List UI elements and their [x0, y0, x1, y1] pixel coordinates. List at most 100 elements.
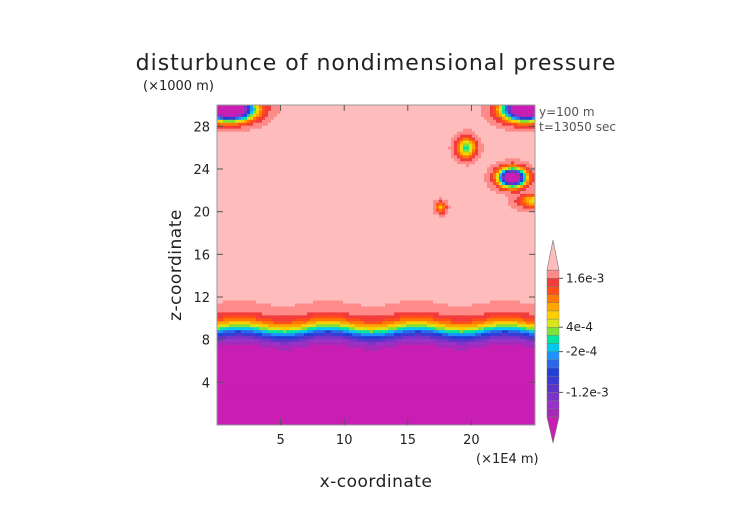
- heatmap-cell: [256, 193, 260, 198]
- heatmap-cell: [271, 161, 275, 165]
- heatmap-cell: [271, 202, 275, 207]
- heatmap-cell: [328, 152, 332, 156]
- heatmap-cell: [235, 199, 239, 204]
- heatmap-cell: [394, 208, 398, 213]
- heatmap-cell: [418, 196, 422, 201]
- heatmap-cell: [319, 205, 323, 210]
- heatmap-cell: [223, 211, 227, 216]
- heatmap-cell: [430, 105, 434, 109]
- heatmap-cell: [292, 182, 296, 186]
- heatmap-cell: [457, 196, 461, 201]
- heatmap-cell: [286, 146, 290, 151]
- heatmap-cell: [262, 173, 266, 177]
- heatmap-cell: [289, 214, 293, 219]
- heatmap-cell: [355, 137, 359, 142]
- heatmap-cell: [355, 152, 359, 156]
- heatmap-cell: [328, 149, 332, 153]
- heatmap-cell: [475, 190, 479, 195]
- heatmap-cell: [481, 208, 485, 213]
- heatmap-cell: [358, 146, 362, 151]
- heatmap-cell: [343, 164, 347, 168]
- heatmap-cell: [529, 116, 533, 121]
- heatmap-cell: [436, 205, 440, 210]
- heatmap-cell: [226, 167, 230, 171]
- heatmap-cell: [238, 190, 242, 195]
- heatmap-cell: [505, 182, 509, 186]
- heatmap-cell: [262, 116, 266, 121]
- heatmap-cell: [349, 155, 353, 159]
- heatmap-cell: [220, 140, 224, 145]
- heatmap-cell: [511, 158, 515, 162]
- heatmap-cell: [274, 119, 278, 124]
- heatmap-cell: [307, 158, 311, 162]
- heatmap-cell: [298, 167, 302, 171]
- heatmap-cell: [409, 214, 413, 219]
- heatmap-cell: [349, 185, 353, 189]
- heatmap-cell: [334, 167, 338, 171]
- heatmap-cell: [466, 125, 470, 130]
- heatmap-cell: [223, 190, 227, 195]
- heatmap-cell: [418, 190, 422, 195]
- heatmap-cell: [220, 110, 224, 115]
- heatmap-cell: [394, 122, 398, 127]
- heatmap-cell: [319, 122, 323, 127]
- heatmap-cell: [337, 131, 341, 136]
- heatmap-cell: [508, 158, 512, 162]
- heatmap-cell: [226, 161, 230, 165]
- heatmap-cell: [226, 179, 230, 183]
- heatmap-cell: [445, 196, 449, 201]
- heatmap-cell: [304, 185, 308, 189]
- heatmap-cell: [484, 128, 488, 133]
- heatmap-cell: [325, 149, 329, 153]
- heatmap-cell: [532, 173, 535, 177]
- heatmap-cell: [361, 179, 365, 183]
- heatmap-cell: [319, 173, 323, 177]
- heatmap-cell: [355, 205, 359, 210]
- heatmap-cell: [331, 164, 335, 168]
- heatmap-cell: [238, 137, 242, 142]
- heatmap-cell: [340, 217, 344, 222]
- heatmap-cell: [448, 211, 452, 216]
- heatmap-cell: [376, 107, 380, 112]
- heatmap-cell: [376, 140, 380, 145]
- heatmap-cell: [331, 110, 335, 115]
- heatmap-cell: [334, 131, 338, 136]
- heatmap-cell: [382, 122, 386, 127]
- heatmap-cell: [334, 149, 338, 153]
- heatmap-cell: [400, 167, 404, 171]
- heatmap-cell: [343, 205, 347, 210]
- heatmap-cell: [337, 122, 341, 127]
- heatmap-cell: [373, 122, 377, 127]
- heatmap-cell: [256, 122, 260, 127]
- heatmap-cell: [439, 140, 443, 145]
- heatmap-cell: [370, 137, 374, 142]
- heatmap-cell: [259, 199, 263, 204]
- heatmap-cell: [292, 196, 296, 201]
- heatmap-cell: [232, 149, 236, 153]
- heatmap-cell: [472, 140, 476, 145]
- heatmap-cell: [268, 152, 272, 156]
- heatmap-cell: [325, 182, 329, 186]
- heatmap-cell: [427, 143, 431, 148]
- heatmap-cell: [253, 193, 257, 198]
- heatmap-cell: [391, 161, 395, 165]
- heatmap-cell: [256, 146, 260, 151]
- heatmap-cell: [406, 167, 410, 171]
- heatmap-cell: [523, 205, 527, 210]
- heatmap-cell: [358, 202, 362, 207]
- heatmap-cell: [247, 107, 251, 112]
- heatmap-cell: [391, 185, 395, 189]
- heatmap-cell: [325, 158, 329, 162]
- heatmap-cell: [280, 217, 284, 222]
- heatmap-cell: [466, 143, 470, 148]
- heatmap-cell: [484, 190, 488, 195]
- heatmap-cell: [358, 170, 362, 174]
- heatmap-cell: [487, 173, 491, 177]
- heatmap-cell: [505, 152, 509, 156]
- heatmap-cell: [436, 125, 440, 130]
- heatmap-cell: [319, 214, 323, 219]
- heatmap-cell: [364, 214, 368, 219]
- heatmap-cell: [340, 179, 344, 183]
- heatmap-cell: [463, 113, 467, 118]
- heatmap-cell: [292, 125, 296, 130]
